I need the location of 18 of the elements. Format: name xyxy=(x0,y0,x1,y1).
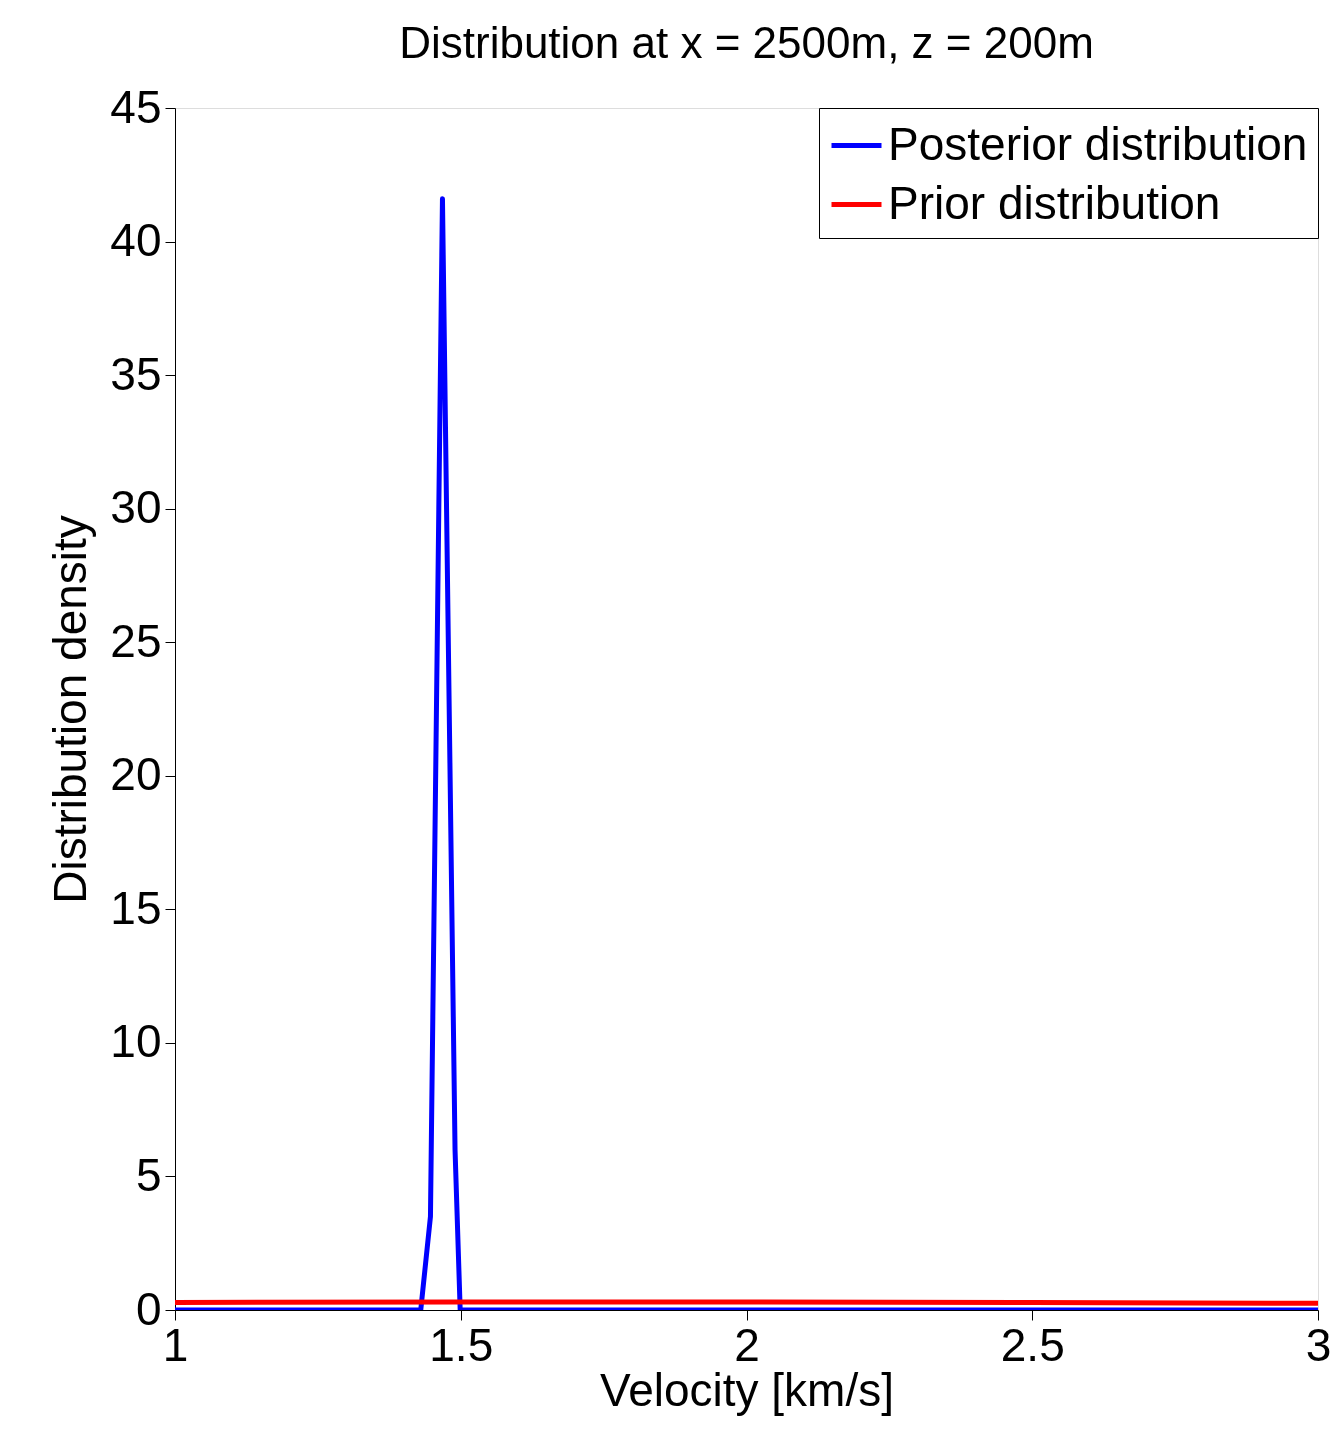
y-tick-label: 30 xyxy=(110,481,162,534)
y-tick-label: 35 xyxy=(110,347,162,400)
y-tick-label: 5 xyxy=(135,1148,162,1201)
y-tick-label: 45 xyxy=(110,80,162,133)
y-tick-label: 25 xyxy=(110,614,162,667)
chart-title: Distribution at x = 2500m, z = 200m xyxy=(399,18,1094,67)
legend-label: Posterior distribution xyxy=(888,117,1308,170)
y-tick-label: 20 xyxy=(110,748,162,801)
y-tick-label: 15 xyxy=(110,881,162,934)
x-tick-label: 3 xyxy=(1305,1318,1332,1371)
y-tick-label: 0 xyxy=(135,1282,162,1335)
y-tick-label: 10 xyxy=(110,1015,162,1068)
legend-label: Prior distribution xyxy=(888,176,1221,229)
y-tick-label: 40 xyxy=(110,214,162,267)
y-axis-title: Distribution density xyxy=(44,515,97,904)
x-tick-label: 2.5 xyxy=(1000,1318,1065,1371)
x-tick-label: 1.5 xyxy=(429,1318,494,1371)
x-tick-label: 1 xyxy=(162,1318,189,1371)
